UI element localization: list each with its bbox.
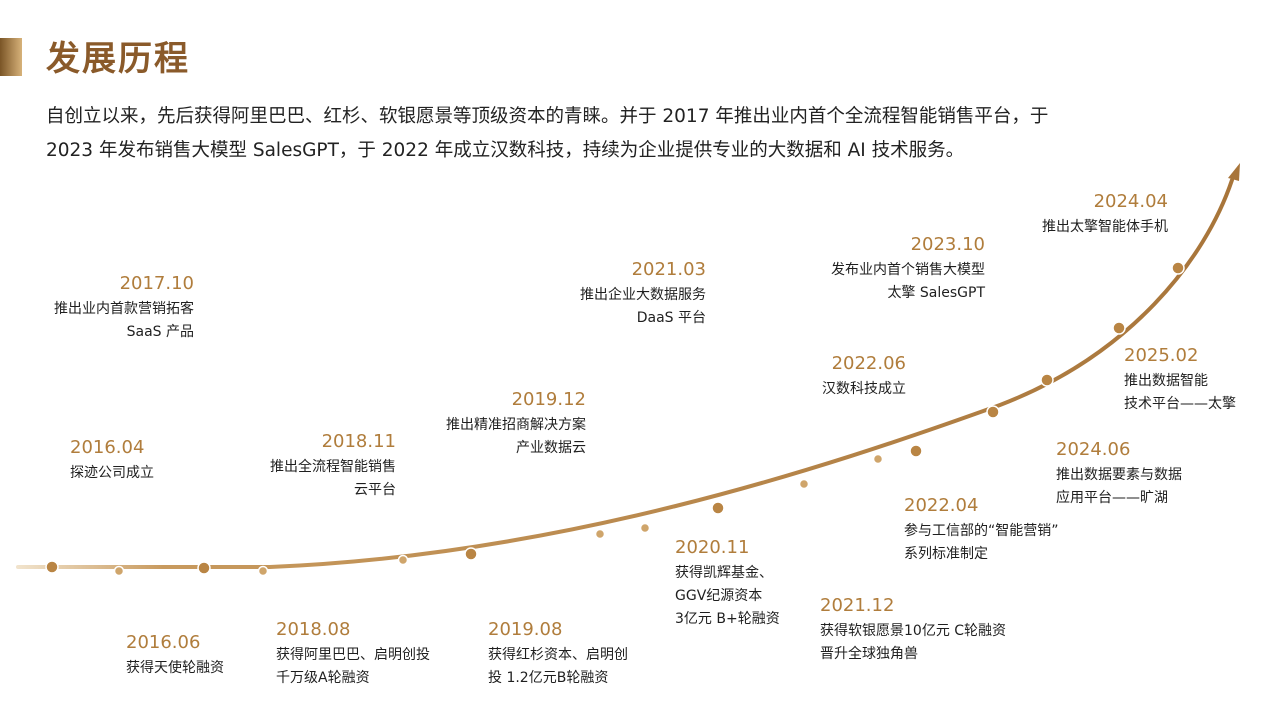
milestone-dot-2017-10: [197, 561, 211, 575]
milestone-date: 2017.10: [119, 273, 194, 294]
milestone-description: 获得红杉资本、启明创: [488, 647, 628, 663]
milestone-description: 3亿元 B+轮融资: [675, 611, 780, 627]
page-title: 发展历程: [46, 39, 190, 79]
milestone-date: 2022.06: [831, 353, 906, 374]
milestone-date: 2021.03: [631, 259, 706, 280]
milestone-dot-2025-02: [1112, 321, 1126, 335]
milestone-description: 推出数据智能: [1124, 373, 1208, 389]
milestone-date: 2021.12: [820, 595, 895, 616]
milestone-dot-2021-03: [711, 501, 725, 515]
milestone-description: 推出业内首款营销拓客: [54, 301, 194, 317]
milestone-2019-12: 2019.12 推出精准招商解决方案产业数据云: [446, 388, 586, 460]
milestone-2025-02: 2025.02 推出数据智能技术平台——太擎: [1124, 344, 1236, 416]
milestone-dot-2020-11: [639, 522, 651, 534]
milestone-description: GGV纪源资本: [675, 588, 763, 604]
milestone-date: 2024.04: [1093, 191, 1168, 212]
intro-line-1: 自创立以来，先后获得阿里巴巴、红杉、软银愿景等顶级资本的青睐。并于 2017 年…: [46, 106, 1049, 127]
milestone-2024-06: 2024.06 推出数据要素与数据 应用平台——旷湖: [1056, 438, 1182, 510]
milestone-date: 2016.04: [70, 437, 145, 458]
milestone-dot-2019-12: [594, 528, 606, 540]
milestone-description: 云平台: [354, 482, 396, 498]
milestone-2023-10: 2023.10 发布业内首个销售大模型太擎 SalesGPT: [831, 233, 985, 305]
milestone-description: 推出精准招商解决方案: [446, 417, 586, 433]
milestone-description: 投 1.2亿元B轮融资: [488, 670, 609, 686]
milestone-description: 获得软银愿景10亿元 C轮融资: [820, 623, 1007, 639]
milestone-dot-2018-08: [257, 565, 269, 577]
milestone-dot-2016-04: [45, 560, 59, 574]
milestone-2022-06: 2022.06 汉数科技成立: [822, 352, 906, 401]
milestone-description: 汉数科技成立: [822, 381, 906, 397]
milestone-2017-10: 2017.10 推出业内首款营销拓客 SaaS 产品: [54, 272, 194, 344]
milestone-description: 获得阿里巴巴、启明创投: [276, 647, 430, 663]
milestone-date: 2018.08: [276, 619, 351, 640]
milestone-2016-06: 2016.06 获得天使轮融资: [126, 631, 224, 680]
milestone-date: 2025.02: [1124, 345, 1199, 366]
milestone-description: 应用平台——旷湖: [1056, 490, 1168, 506]
milestone-dot-2021-12: [798, 478, 810, 490]
milestone-description: SaaS 产品: [126, 324, 194, 340]
milestone-dot-2024-06: [1040, 373, 1054, 387]
milestone-2020-11: 2020.11 获得凯辉基金、 GGV纪源资本 3亿元 B+轮融资: [675, 536, 780, 631]
milestone-2021-12: 2021.12 获得软银愿景10亿元 C轮融资 晋升全球独角兽: [820, 594, 1006, 666]
milestone-date: 2019.08: [488, 619, 563, 640]
milestone-description: DaaS 平台: [636, 310, 706, 326]
milestone-description: 推出太擎智能体手机: [1042, 219, 1168, 235]
milestone-description: 获得凯辉基金、: [675, 565, 773, 581]
growth-curve: [16, 178, 1234, 569]
intro-paragraph: 自创立以来，先后获得阿里巴巴、红杉、软银愿景等顶级资本的青睐。并于 2017 年…: [46, 100, 1246, 168]
milestone-description: 参与工信部的“智能营销”: [904, 523, 1059, 539]
milestone-2021-03: 2021.03 推出企业大数据服务 DaaS 平台: [580, 258, 706, 330]
milestone-dot-2024-04: [1171, 261, 1185, 275]
milestone-description: 技术平台——太擎: [1124, 396, 1236, 412]
milestone-description: 推出全流程智能销售: [270, 459, 396, 475]
milestone-date: 2018.11: [321, 431, 396, 452]
milestone-date: 2016.06: [126, 632, 201, 653]
milestone-description: 系列标准制定: [904, 546, 988, 562]
milestone-description: 千万级A轮融资: [276, 670, 370, 686]
milestone-2018-11: 2018.11 推出全流程智能销售云平台: [270, 430, 396, 502]
milestone-dot-2016-06: [113, 565, 125, 577]
milestone-description: 获得天使轮融资: [126, 660, 224, 676]
milestone-2024-04: 2024.04 推出太擎智能体手机: [1042, 190, 1168, 239]
title-accent-bar: [0, 38, 22, 76]
milestone-description: 推出数据要素与数据: [1056, 467, 1182, 483]
milestone-description: 产业数据云: [516, 440, 586, 456]
milestone-date: 2023.10: [910, 234, 985, 255]
curve-arrowhead: [1228, 163, 1240, 181]
milestone-dot-2022-06: [909, 444, 923, 458]
milestone-date: 2024.06: [1056, 439, 1131, 460]
milestone-date: 2022.04: [904, 495, 979, 516]
milestone-date: 2019.12: [511, 389, 586, 410]
milestone-2019-08: 2019.08 获得红杉资本、启明创投 1.2亿元B轮融资: [488, 618, 628, 690]
milestone-description: 太擎 SalesGPT: [887, 285, 985, 301]
milestone-description: 晋升全球独角兽: [820, 646, 918, 662]
milestone-description: 发布业内首个销售大模型: [831, 262, 985, 278]
milestone-dot-2018-11: [397, 554, 409, 566]
milestone-dot-2022-04: [872, 453, 884, 465]
milestone-2022-04: 2022.04 参与工信部的“智能营销” 系列标准制定: [904, 494, 1059, 566]
milestone-dot-2019-08: [464, 547, 478, 561]
milestone-date: 2020.11: [675, 537, 750, 558]
milestone-description: 探迹公司成立: [70, 465, 154, 481]
milestone-2016-04: 2016.04 探迹公司成立: [70, 436, 154, 485]
milestone-2018-08: 2018.08 获得阿里巴巴、启明创投 千万级A轮融资: [276, 618, 430, 690]
milestone-dot-2023-10: [986, 405, 1000, 419]
intro-line-2: 2023 年发布销售大模型 SalesGPT，于 2022 年成立汉数科技，持续…: [46, 140, 965, 161]
milestone-description: 推出企业大数据服务: [580, 287, 706, 303]
